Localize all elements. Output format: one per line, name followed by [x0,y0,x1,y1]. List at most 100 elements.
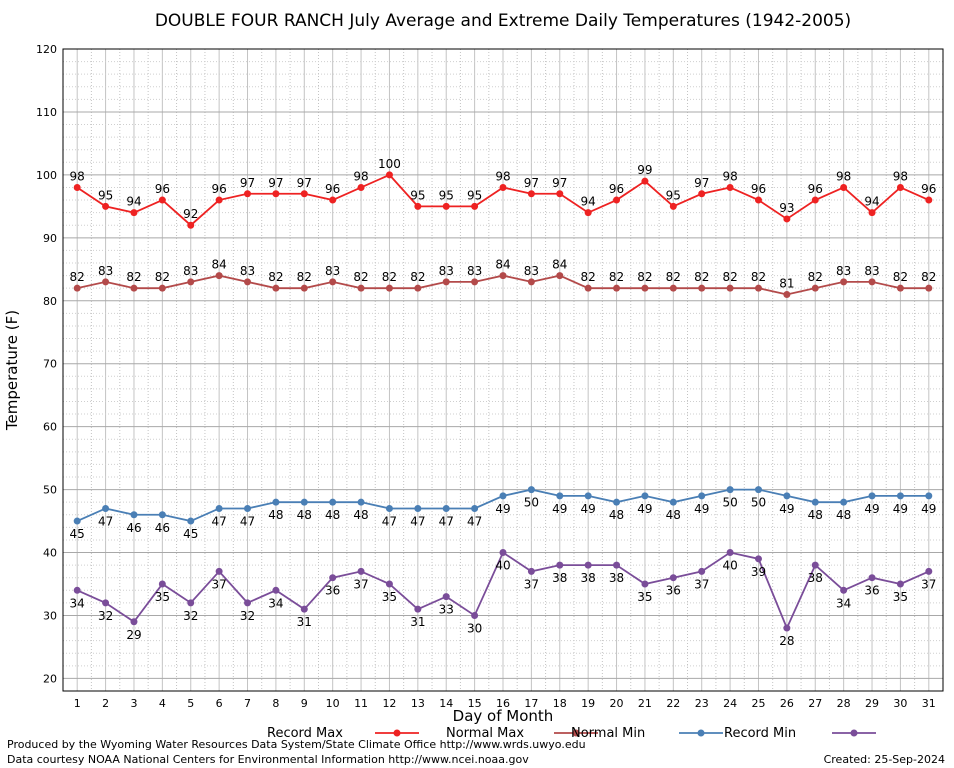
data-label-record-min: 36 [666,584,681,598]
data-point-normal-min [811,498,819,506]
data-point-normal-min [187,517,195,525]
chart-title: DOUBLE FOUR RANCH July Average and Extre… [155,11,851,31]
x-tick-label: 22 [666,697,680,710]
data-label-record-max: 97 [297,176,312,190]
data-point-record-min [442,593,450,601]
data-label-record-min: 40 [495,559,510,573]
data-point-record-min [698,567,706,575]
data-point-normal-min [613,498,621,506]
data-label-record-min: 39 [751,565,766,579]
data-point-record-min [244,599,252,607]
data-label-normal-min: 49 [893,502,908,516]
legend-marker-record-min [850,729,858,737]
data-label-record-min: 37 [694,577,709,591]
x-tick-label: 6 [216,697,223,710]
data-label-normal-min: 50 [751,496,766,510]
data-point-normal-max [158,284,166,292]
data-label-record-max: 100 [378,157,401,171]
data-point-record-min [102,599,110,607]
legend-marker-record-max [393,729,401,737]
legend-label-normal-min: Normal Min [571,726,645,741]
y-tick-label: 50 [43,484,57,497]
data-label-record-min: 34 [70,596,85,610]
data-label-record-min: 37 [211,577,226,591]
footer-produced-by: Produced by the Wyoming Water Resources … [7,738,586,751]
data-label-normal-min: 48 [609,508,624,522]
data-label-normal-max: 82 [353,270,368,284]
data-label-normal-max: 82 [410,270,425,284]
data-label-normal-max: 82 [751,270,766,284]
data-point-normal-max [896,284,904,292]
x-tick-label: 31 [922,697,936,710]
data-label-normal-max: 83 [325,264,340,278]
data-label-normal-min: 45 [183,527,198,541]
data-label-normal-min: 48 [666,508,681,522]
data-point-record-max [102,202,110,210]
data-label-record-min: 31 [410,615,425,629]
data-label-normal-max: 82 [921,270,936,284]
data-label-normal-min: 47 [410,514,425,528]
x-tick-label: 3 [130,697,137,710]
data-point-normal-min [471,504,479,512]
data-point-record-min [385,580,393,588]
data-point-record-max [471,202,479,210]
data-point-record-min [471,611,479,619]
data-point-normal-max [73,284,81,292]
data-label-normal-max: 82 [268,270,283,284]
data-point-normal-max [556,272,564,280]
data-point-record-min [726,549,734,557]
data-label-record-max: 97 [552,176,567,190]
data-label-record-max: 98 [70,169,85,183]
data-point-normal-min [300,498,308,506]
data-point-record-max [840,183,848,191]
data-label-record-max: 95 [666,188,681,202]
data-label-normal-max: 82 [722,270,737,284]
x-tick-label: 26 [780,697,794,710]
x-tick-label: 12 [382,697,396,710]
data-point-record-min [925,567,933,575]
data-label-normal-min: 47 [240,514,255,528]
x-tick-label: 7 [244,697,251,710]
data-point-record-max [896,183,904,191]
data-point-normal-max [925,284,933,292]
data-label-record-min: 36 [864,584,879,598]
data-label-record-min: 35 [155,590,170,604]
data-point-record-min [896,580,904,588]
data-label-normal-min: 47 [382,514,397,528]
footer-created: Created: 25-Sep-2024 [823,753,945,766]
data-label-record-max: 98 [722,169,737,183]
x-tick-label: 11 [354,697,368,710]
data-label-record-min: 33 [439,603,454,617]
data-point-normal-max [811,284,819,292]
data-label-normal-max: 84 [495,258,510,272]
data-label-normal-min: 48 [353,508,368,522]
data-point-record-max [244,190,252,198]
x-tick-label: 29 [865,697,879,710]
data-label-normal-min: 48 [836,508,851,522]
y-tick-label: 60 [43,421,57,434]
data-point-record-max [641,177,649,185]
data-point-record-max [272,190,280,198]
x-tick-label: 13 [411,697,425,710]
data-label-normal-max: 82 [70,270,85,284]
data-label-record-min: 30 [467,621,482,635]
data-label-record-max: 99 [637,163,652,177]
data-label-record-min: 37 [921,577,936,591]
data-point-record-min [272,586,280,594]
data-label-normal-max: 82 [297,270,312,284]
data-point-record-min [783,624,791,632]
data-point-record-max [669,202,677,210]
data-point-normal-max [272,284,280,292]
footer-data-courtesy: Data courtesy NOAA National Centers for … [7,753,529,766]
data-point-record-min [754,555,762,563]
data-point-record-min [187,599,195,607]
data-label-normal-min: 50 [524,496,539,510]
data-point-normal-min [868,492,876,500]
data-point-normal-min [783,492,791,500]
data-point-normal-min [272,498,280,506]
x-tick-label: 9 [301,697,308,710]
data-label-normal-min: 49 [581,502,596,516]
data-point-normal-min [414,504,422,512]
data-point-normal-min [698,492,706,500]
